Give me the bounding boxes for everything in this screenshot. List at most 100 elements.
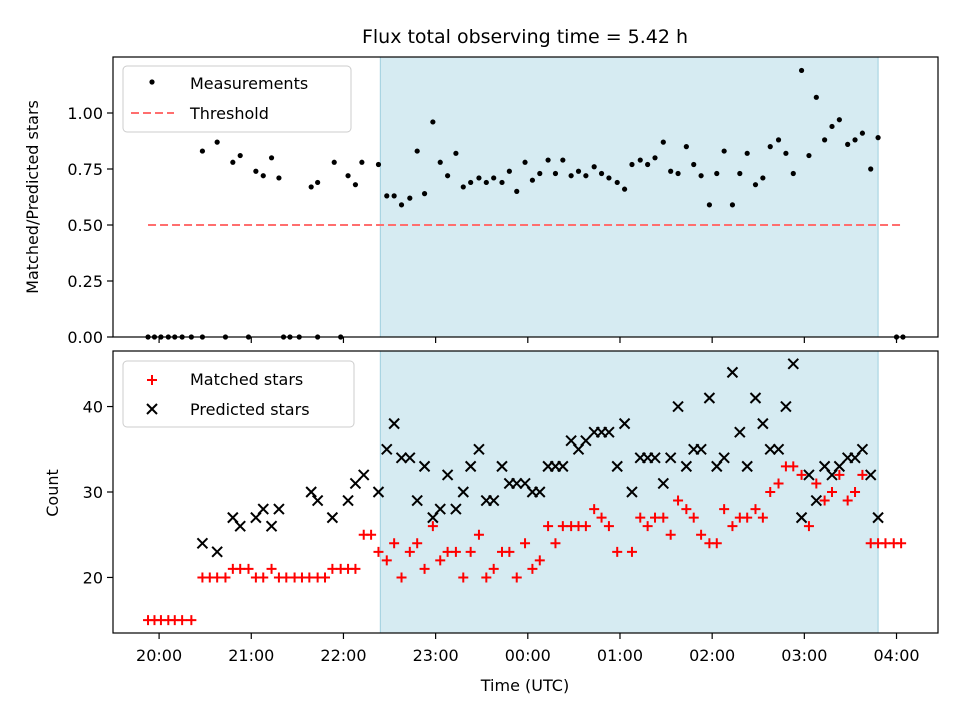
measurement-point xyxy=(775,137,782,143)
matched-star-point xyxy=(635,512,646,523)
predicted-star-point xyxy=(305,486,317,498)
measurement-point xyxy=(398,202,405,208)
measurement-point xyxy=(868,166,874,172)
matched-star-point xyxy=(186,615,197,626)
predicted-star-point xyxy=(342,494,354,507)
x-axis-label: Time (UTC) xyxy=(480,676,569,695)
measurement-point xyxy=(744,150,750,156)
measurement-point xyxy=(822,137,828,143)
matched-star-point xyxy=(465,546,476,557)
measurement-point xyxy=(384,193,390,199)
top-legend-box xyxy=(122,65,352,133)
predicted-star-point xyxy=(265,520,278,532)
predicted-star-point xyxy=(795,511,808,524)
measurement-point xyxy=(575,168,582,174)
measurement-point xyxy=(315,179,321,186)
predicted-star-point xyxy=(626,486,638,498)
measurement-point xyxy=(445,173,451,179)
measurement-point xyxy=(691,161,697,168)
matched-star-point xyxy=(177,615,188,626)
predicted-star-point xyxy=(196,537,209,549)
predicted-star-point xyxy=(457,486,469,498)
matched-star-point xyxy=(773,478,784,489)
measurement-point xyxy=(537,170,543,177)
measurement-point xyxy=(237,152,243,159)
predicted-star-point xyxy=(603,426,615,438)
matched-star-point xyxy=(596,512,607,523)
matched-star-point xyxy=(243,563,254,574)
predicted-star-point xyxy=(649,452,661,464)
x-tick-label: 04:00 xyxy=(873,646,919,665)
predicted-star-point xyxy=(395,452,408,464)
matched-star-point xyxy=(504,546,515,557)
matched-star-point xyxy=(373,546,384,557)
measurement-point xyxy=(875,135,881,141)
measurement-point xyxy=(845,141,851,147)
x-tick-label: 01:00 xyxy=(597,646,643,665)
x-tick-label: 21:00 xyxy=(228,646,274,665)
matched-star-point xyxy=(419,563,430,574)
measurement-point xyxy=(199,148,206,154)
matched-star-point xyxy=(788,461,799,472)
matched-star-point xyxy=(757,512,768,523)
x-tick-label: 03:00 xyxy=(781,646,827,665)
measurement-point xyxy=(437,159,443,165)
predicted-star-point xyxy=(718,452,730,464)
predicted-star-point xyxy=(803,469,815,481)
measurement-point xyxy=(637,157,643,163)
measurement-point xyxy=(268,155,275,161)
matched-star-point xyxy=(511,572,522,583)
predicted-star-point xyxy=(680,460,693,473)
legend-measurements-marker xyxy=(149,79,155,85)
matched-star-point xyxy=(589,504,600,515)
predicted-star-point xyxy=(810,494,823,507)
matched-star-point xyxy=(612,546,623,557)
bottom-panel-y-ticks: 20 30 40 xyxy=(83,398,113,587)
predicted-star-point xyxy=(411,494,423,507)
measurement-point xyxy=(476,175,482,181)
measurement-point xyxy=(483,179,489,186)
matched-star-point xyxy=(834,469,845,480)
matched-star-point xyxy=(266,563,277,574)
measurement-point xyxy=(308,184,314,190)
matched-star-point xyxy=(404,546,415,557)
measurement-point xyxy=(614,179,620,186)
matched-star-point xyxy=(727,521,738,532)
measurement-point xyxy=(652,155,658,161)
y-tick-label: 20 xyxy=(83,568,103,587)
x-tick-label: 20:00 xyxy=(136,646,182,665)
predicted-star-point xyxy=(441,469,454,481)
top-panel-y-axis-label: Matched/Predicted stars xyxy=(23,100,42,294)
matched-star-point xyxy=(665,529,676,540)
measurement-point xyxy=(721,148,727,154)
predicted-star-point xyxy=(326,511,339,524)
measurement-point xyxy=(583,173,589,179)
measurement-point xyxy=(276,175,282,181)
predicted-star-point xyxy=(388,417,400,430)
bottom-panel-y-axis-label: Count xyxy=(43,469,62,517)
x-tick-label: 22:00 xyxy=(320,646,366,665)
predicted-star-point xyxy=(726,366,739,379)
measurement-point xyxy=(606,175,612,181)
matched-star-point xyxy=(811,478,822,489)
measurement-point xyxy=(737,170,743,177)
predicted-star-point xyxy=(557,460,569,473)
matched-star-point xyxy=(520,538,531,549)
matched-star-point xyxy=(842,495,853,506)
measurement-point xyxy=(491,175,497,181)
matched-star-point xyxy=(550,538,561,549)
measurement-point xyxy=(468,179,474,186)
matched-star-point xyxy=(534,555,545,566)
top-legend: Measurements Threshold xyxy=(122,65,352,133)
measurement-point xyxy=(660,139,666,145)
measurement-point xyxy=(683,144,689,150)
measurement-point xyxy=(430,119,436,125)
legend-threshold-label: Threshold xyxy=(189,104,269,123)
measurement-point xyxy=(352,182,359,188)
measurement-point xyxy=(529,177,536,183)
predicted-star-point xyxy=(772,443,785,455)
predicted-star-point xyxy=(511,477,523,490)
measurement-point xyxy=(629,161,635,168)
x-tick-label: 02:00 xyxy=(689,646,735,665)
